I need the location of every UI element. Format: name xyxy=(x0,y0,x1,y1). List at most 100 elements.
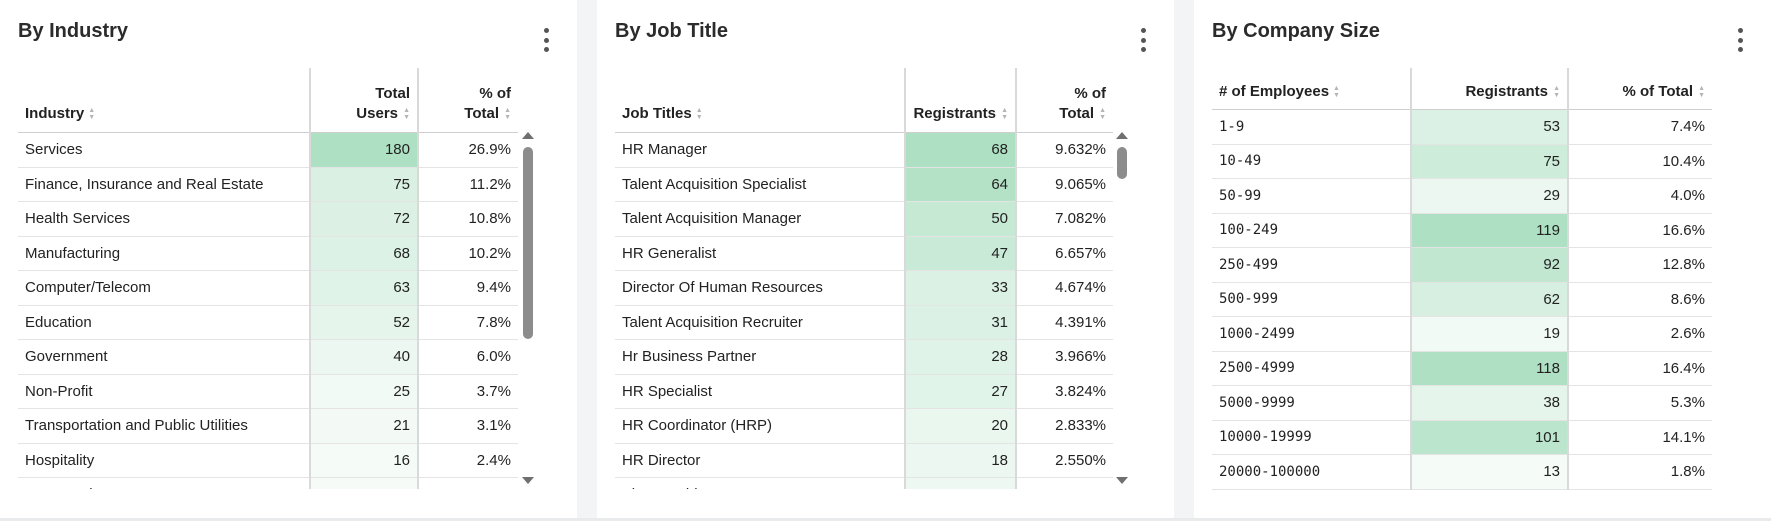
row-label: Construction xyxy=(18,477,310,489)
row-percent: 9.065% xyxy=(1015,167,1113,202)
column-header-total-users[interactable]: Total Users ▲ ▼ xyxy=(309,68,418,133)
scroll-down-arrow-icon[interactable] xyxy=(1116,477,1128,484)
table-row[interactable]: Government 40 6.0% xyxy=(18,339,518,375)
industry-card: By Industry Industry ▲ ▼ Total Users ▲ ▼ % of… xyxy=(0,0,577,518)
sort-arrows-icon[interactable]: ▲ ▼ xyxy=(1553,85,1560,100)
row-label: HR Generalist xyxy=(615,236,905,271)
sort-arrows-icon[interactable]: ▲ ▼ xyxy=(1099,107,1106,122)
column-header-employees[interactable]: # of Employees ▲ ▼ xyxy=(1212,68,1411,110)
table-row[interactable]: Talent Acquisition Recruiter 31 4.391% xyxy=(615,305,1113,340)
table-row[interactable]: 10-49 75 10.4% xyxy=(1212,144,1712,179)
column-header-percent-of-total[interactable]: % of Total ▲ ▼ xyxy=(1015,68,1113,133)
row-value: 68 xyxy=(904,132,1016,168)
table-row[interactable]: 500-999 62 8.6% xyxy=(1212,282,1712,317)
kebab-menu-icon[interactable] xyxy=(542,28,550,52)
table-row[interactable]: Director Of Human Resources 33 4.674% xyxy=(615,270,1113,306)
row-label: 50-99 xyxy=(1212,178,1411,214)
row-percent: 9.632% xyxy=(1015,132,1113,168)
row-value: 101 xyxy=(1410,420,1568,455)
column-header-percent-of-total[interactable]: % of Total ▲ ▼ xyxy=(417,68,518,133)
scrollbar-thumb[interactable] xyxy=(1117,147,1127,179)
row-percent: 6.0% xyxy=(417,339,518,375)
table-row[interactable]: Transportation and Public Utilities 21 3.1… xyxy=(18,408,518,444)
row-percent: 26.9% xyxy=(417,132,518,168)
scroll-up-arrow-icon[interactable] xyxy=(522,132,534,139)
table-row[interactable]: 250-499 92 12.8% xyxy=(1212,247,1712,283)
sort-arrows-icon[interactable]: ▲ ▼ xyxy=(88,107,96,122)
table-row[interactable]: HR Director 18 2.550% xyxy=(615,443,1113,478)
table-row[interactable]: Health Services 72 10.8% xyxy=(18,201,518,237)
table-row[interactable]: Talent Acquisition Specialist 64 9.065% xyxy=(615,167,1113,202)
row-percent: 3.1% xyxy=(417,408,518,444)
table-row[interactable]: Computer/Telecom 63 9.4% xyxy=(18,270,518,306)
row-percent: 10.2% xyxy=(417,236,518,271)
table-row[interactable]: HR Coordinator (HRP) 20 2.833% xyxy=(615,408,1113,444)
table-row[interactable]: 5000-9999 38 5.3% xyxy=(1212,385,1712,421)
sort-arrows-icon[interactable]: ▲ ▼ xyxy=(1001,107,1008,122)
table-row[interactable]: Vice President Human Resources152.125% xyxy=(615,477,1113,489)
column-header-percent-of-total[interactable]: % of Total ▲ ▼ xyxy=(1567,68,1712,110)
row-label: HR Manager xyxy=(615,132,905,168)
sort-arrows-icon[interactable]: ▲ ▼ xyxy=(1333,85,1340,100)
table-row[interactable]: 10000-19999 101 14.1% xyxy=(1212,420,1712,455)
row-percent: 2.6% xyxy=(1567,316,1712,352)
scrollbar-thumb[interactable] xyxy=(523,147,533,339)
row-label: Director Of Human Resources xyxy=(615,270,905,306)
table-row[interactable]: HR Generalist 47 6.657% xyxy=(615,236,1113,271)
table-row[interactable]: HR Manager 68 9.632% xyxy=(615,132,1113,168)
company-size-table-container[interactable]: # of Employees ▲ ▼ Registrants ▲ ▼ % of Tota… xyxy=(1212,68,1712,492)
row-percent: 7.082% xyxy=(1015,201,1113,237)
card-title: By Job Title xyxy=(615,20,728,42)
kebab-menu-icon[interactable] xyxy=(1139,28,1147,52)
sort-arrows-icon[interactable]: ▲ ▼ xyxy=(695,107,703,122)
job-title-table-container[interactable]: Job Titles ▲ ▼ Registrants ▲ ▼ % of Total ▲ ▼ H… xyxy=(615,68,1113,489)
table-row[interactable]: 20000-100000 13 1.8% xyxy=(1212,454,1712,490)
table-row[interactable]: Non-Profit 25 3.7% xyxy=(18,374,518,409)
table-row[interactable]: 50-99 29 4.0% xyxy=(1212,178,1712,214)
row-value: 92 xyxy=(1410,247,1568,283)
sort-arrows-icon[interactable]: ▲ ▼ xyxy=(504,107,511,122)
row-percent: 14.1% xyxy=(1567,420,1712,455)
row-label: 1000-2499 xyxy=(1212,316,1411,352)
row-label: HR Specialist xyxy=(615,374,905,409)
row-value: 31 xyxy=(904,305,1016,340)
job-title-table-body: HR Manager 68 9.632% Talent Acquisition Spe… xyxy=(615,132,1113,489)
industry-scrollbar[interactable] xyxy=(521,132,535,484)
row-label: 100-249 xyxy=(1212,213,1411,248)
table-row[interactable]: Services 180 26.9% xyxy=(18,132,518,168)
scroll-down-arrow-icon[interactable] xyxy=(522,477,534,484)
job-title-scrollbar[interactable] xyxy=(1115,132,1129,484)
row-percent: 16.4% xyxy=(1567,351,1712,386)
row-value: 53 xyxy=(1410,109,1568,145)
table-row[interactable]: 2500-4999 118 16.4% xyxy=(1212,351,1712,386)
row-label: 1-9 xyxy=(1212,109,1411,145)
table-row[interactable]: Construction142.1% xyxy=(18,477,518,489)
table-row[interactable]: Hospitality 16 2.4% xyxy=(18,443,518,478)
row-label: 10000-19999 xyxy=(1212,420,1411,455)
column-header-registrants[interactable]: Registrants ▲ ▼ xyxy=(904,68,1016,133)
column-header-registrants[interactable]: Registrants ▲ ▼ xyxy=(1410,68,1568,110)
table-row[interactable]: Finance, Insurance and Real Estate 75 11.2… xyxy=(18,167,518,202)
scroll-up-arrow-icon[interactable] xyxy=(1116,132,1128,139)
table-row[interactable]: 100-249 119 16.6% xyxy=(1212,213,1712,248)
column-header-job-titles[interactable]: Job Titles ▲ ▼ xyxy=(615,68,905,133)
table-row[interactable]: Talent Acquisition Manager 50 7.082% xyxy=(615,201,1113,237)
column-header-industry[interactable]: Industry ▲ ▼ xyxy=(18,68,310,133)
row-percent: 2.550% xyxy=(1015,443,1113,478)
row-value: 75 xyxy=(1410,144,1568,179)
table-row[interactable]: Education 52 7.8% xyxy=(18,305,518,340)
row-label: Manufacturing xyxy=(18,236,310,271)
table-row[interactable]: Manufacturing 68 10.2% xyxy=(18,236,518,271)
industry-table: Industry ▲ ▼ Total Users ▲ ▼ % of Total ▲ ▼ Serv… xyxy=(18,68,518,489)
table-row[interactable]: Hr Business Partner 28 3.966% xyxy=(615,339,1113,375)
industry-table-container[interactable]: Industry ▲ ▼ Total Users ▲ ▼ % of Total ▲ ▼ Serv… xyxy=(18,68,518,489)
sort-arrows-icon[interactable]: ▲ ▼ xyxy=(403,107,410,122)
table-row[interactable]: 1-9 53 7.4% xyxy=(1212,109,1712,145)
table-row[interactable]: HR Specialist 27 3.824% xyxy=(615,374,1113,409)
card-title: By Industry xyxy=(18,20,129,42)
row-value: 29 xyxy=(1410,178,1568,214)
kebab-menu-icon[interactable] xyxy=(1736,28,1744,52)
row-label: 20000-100000 xyxy=(1212,454,1411,490)
table-row[interactable]: 1000-2499 19 2.6% xyxy=(1212,316,1712,352)
sort-arrows-icon[interactable]: ▲ ▼ xyxy=(1698,85,1705,100)
